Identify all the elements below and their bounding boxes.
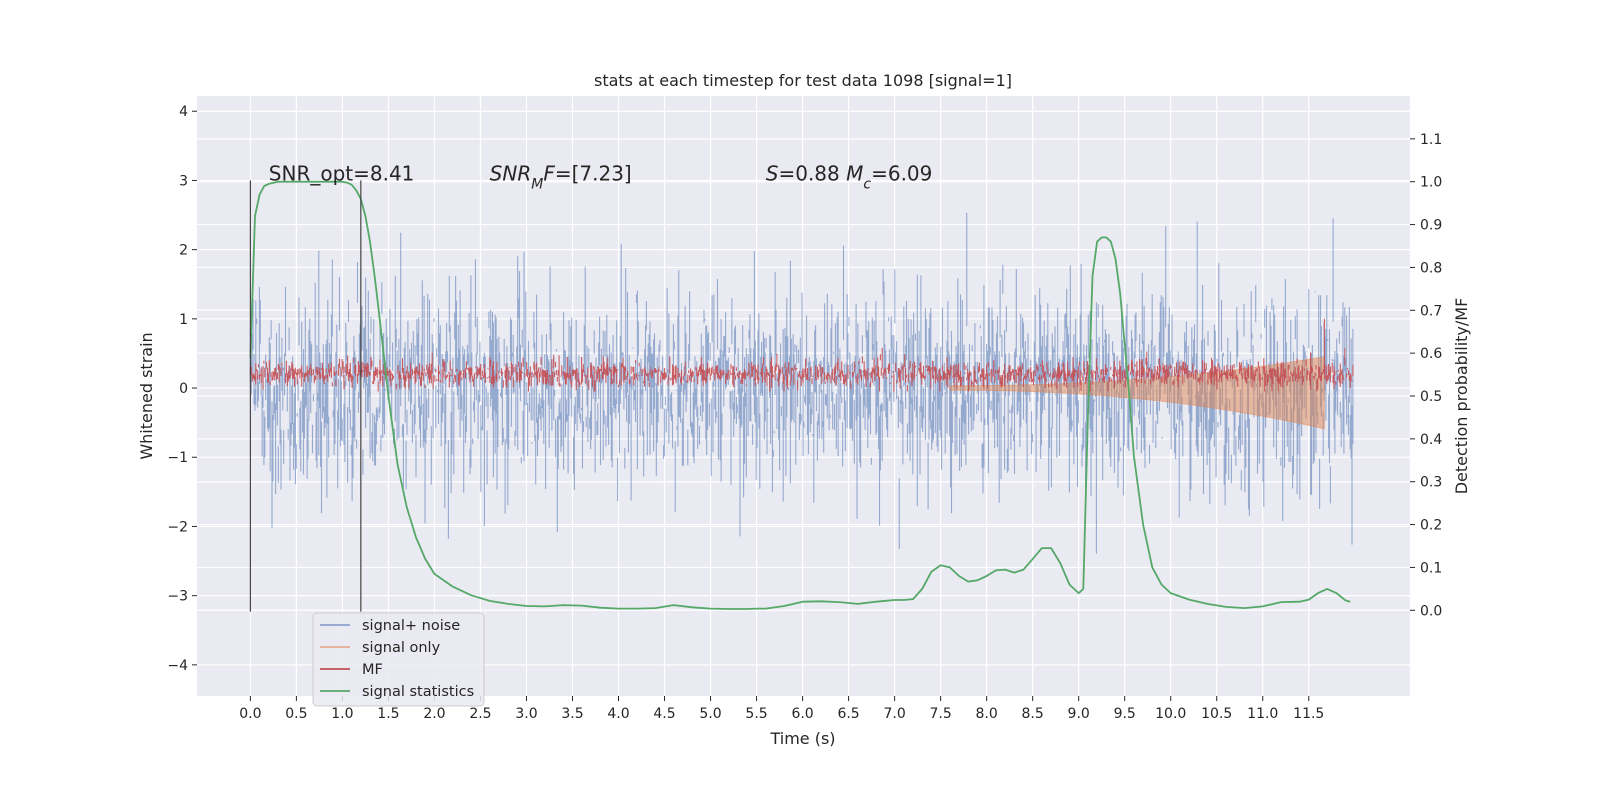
y-right-tick-label: 0.0 xyxy=(1420,603,1442,619)
series-layer xyxy=(249,180,1354,610)
y-tick-label: −3 xyxy=(167,589,188,605)
x-tick-label: 4.5 xyxy=(653,706,675,722)
x-tick-label: 3.0 xyxy=(515,706,537,722)
y-right-tick-label: 0.1 xyxy=(1420,560,1442,576)
x-tick-label: 5.5 xyxy=(745,706,767,722)
x-tick-label: 1.0 xyxy=(331,706,353,722)
x-tick-label: 2.5 xyxy=(469,706,491,722)
y-right-tick-label: 0.9 xyxy=(1420,218,1442,234)
legend-label: signal+ noise xyxy=(362,618,460,634)
y-tick-label: −4 xyxy=(167,658,188,674)
x-tick-label: 11.0 xyxy=(1247,706,1278,722)
x-tick-label: 10.0 xyxy=(1155,706,1186,722)
x-tick-label: 7.0 xyxy=(883,706,905,722)
plot-area xyxy=(197,96,1410,696)
y-tick-label: 4 xyxy=(179,104,188,120)
y-right-tick-label: 0.6 xyxy=(1420,346,1442,362)
y-right-tick-label: 1.0 xyxy=(1420,175,1442,191)
y-right-tick-label: 0.7 xyxy=(1420,303,1442,319)
x-tick-label: 4.0 xyxy=(607,706,629,722)
y-axis-left-ticks: −4 −3 −2 −1 0 1 2 3 4 xyxy=(167,104,197,674)
y-tick-label: 1 xyxy=(179,312,188,328)
y-axis-right-ticks: 0.0 0.1 0.2 0.3 0.4 0.5 0.6 0.7 0.8 0.9 1.0 1.1 xyxy=(1410,132,1442,619)
x-tick-label: 5.0 xyxy=(699,706,721,722)
y-right-tick-label: 0.4 xyxy=(1420,432,1442,448)
legend: signal+ noise signal only MF signal statist… xyxy=(312,612,485,707)
x-tick-label: 11.5 xyxy=(1293,706,1324,722)
chart-title: stats at each timestep for test data 109… xyxy=(594,71,1012,90)
y-right-tick-label: 0.2 xyxy=(1420,518,1442,534)
x-tick-label: 8.0 xyxy=(976,706,998,722)
series-signal-statistics xyxy=(249,180,1351,610)
x-tick-label: 3.5 xyxy=(561,706,583,722)
y-tick-label: 3 xyxy=(179,173,188,189)
y-tick-label: −1 xyxy=(167,450,188,466)
x-tick-label: 1.5 xyxy=(377,706,399,722)
legend-label: MF xyxy=(362,662,383,678)
y-right-tick-label: 0.5 xyxy=(1420,389,1442,405)
x-tick-label: 0.0 xyxy=(239,706,261,722)
x-tick-label: 7.5 xyxy=(929,706,951,722)
legend-label: signal only xyxy=(362,640,441,656)
x-tick-label: 10.5 xyxy=(1201,706,1232,722)
x-tick-label: 8.5 xyxy=(1022,706,1044,722)
y-right-tick-label: 0.3 xyxy=(1420,475,1442,491)
legend-box xyxy=(312,612,485,707)
x-tick-label: 9.0 xyxy=(1068,706,1090,722)
y-tick-label: 2 xyxy=(179,243,188,259)
y-axis-right-label: Detection probability/MF xyxy=(1452,298,1471,495)
annotation: SNR_opt=8.41 xyxy=(269,161,415,185)
grid xyxy=(197,96,1410,696)
y-right-tick-label: 0.8 xyxy=(1420,260,1442,276)
x-tick-label: 6.5 xyxy=(837,706,859,722)
annotation: SNRMF=[7.23] xyxy=(490,161,632,192)
x-tick-label: 6.0 xyxy=(791,706,813,722)
x-tick-label: 9.5 xyxy=(1114,706,1136,722)
legend-label: signal statistics xyxy=(362,684,474,700)
y-tick-label: 0 xyxy=(179,381,188,397)
y-axis-label: Whitened strain xyxy=(137,332,156,459)
vertical-markers xyxy=(249,180,362,612)
annotation: S=0.88 Mc=6.09 xyxy=(766,161,933,192)
x-tick-label: 0.5 xyxy=(285,706,307,722)
x-axis-label: Time (s) xyxy=(769,729,835,748)
y-tick-label: −2 xyxy=(167,519,188,535)
x-tick-label: 2.0 xyxy=(423,706,445,722)
x-axis-ticks: 0.0 0.5 1.0 1.5 2.0 2.5 3.0 3.5 4.0 4.5 5.0 5.5 6.0 6… xyxy=(239,696,1324,722)
annotations: SNR_opt=8.41 SNRMF=[7.23] S=0.88 Mc=6.09 xyxy=(269,161,933,192)
y-right-tick-label: 1.1 xyxy=(1420,132,1442,148)
